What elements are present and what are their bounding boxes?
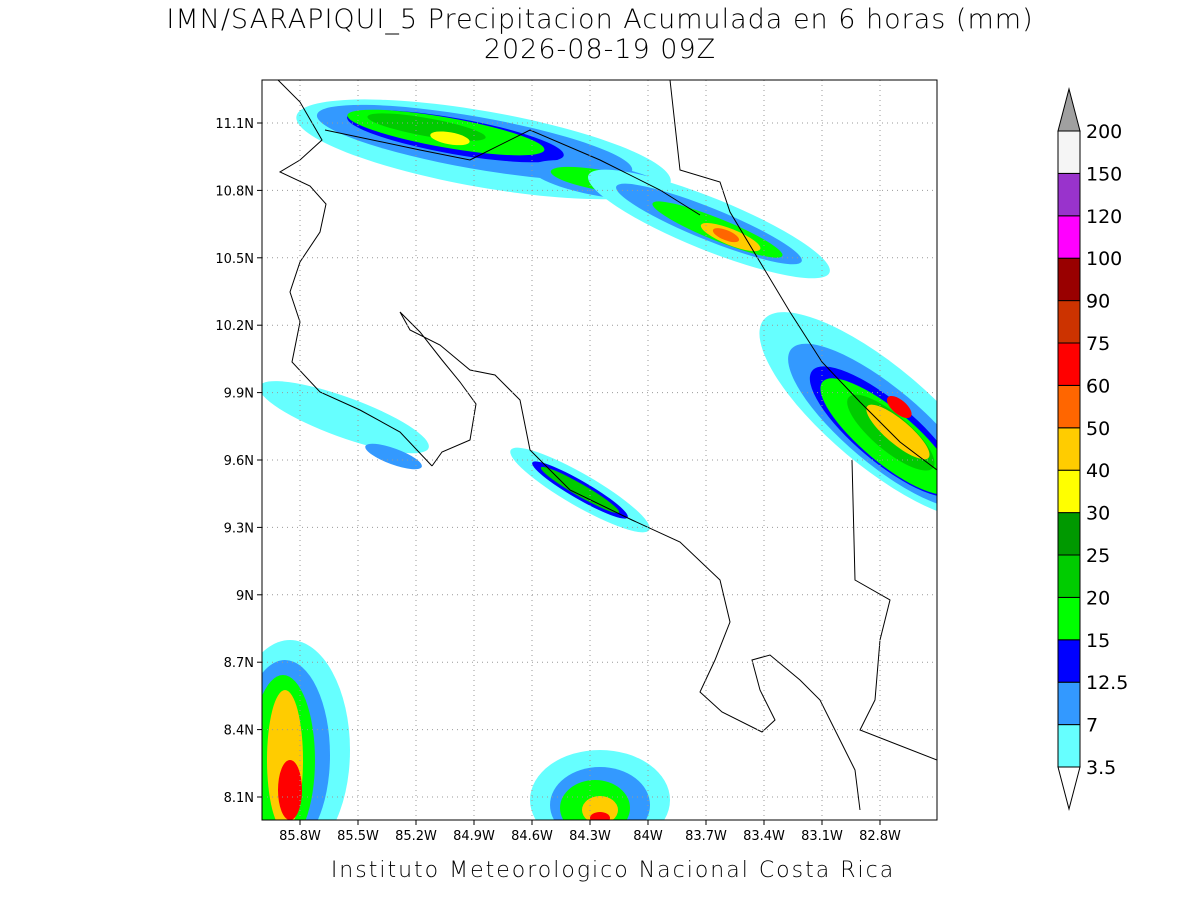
graticule [257,80,937,825]
colorbar-segment [1057,257,1081,302]
colorbar-segment [1057,130,1081,174]
colorbar-segment [1057,512,1081,556]
colorbar-label: 150 [1086,163,1122,185]
x-tick-label: 83.4W [743,829,785,844]
colorbar-segment [1057,554,1081,598]
map-frame [261,79,938,821]
x-tick-label: 85.5W [337,829,379,844]
map-title: IMN/SARAPIQUI_5 Precipitacion Acumulada … [166,4,1033,35]
colorbar-segment [1057,639,1081,683]
colorbar-segment [1057,300,1081,344]
x-tick-label: 85.2W [395,829,437,844]
x-tick-label: 82.8W [859,829,901,844]
colorbar-label: 200 [1086,121,1122,143]
y-tick-label: 8.1N [224,791,254,806]
colorbar: 3.5 7 12.5 15 20 25 30 40 50 60 75 90 100 120 150 200 [1057,87,1128,811]
colorbar-end [1057,766,1081,811]
colorbar-label: 120 [1086,206,1122,228]
y-tick-label: 10.5N [215,252,254,267]
x-tick-label: 84.6W [511,829,553,844]
x-tick-label: 83.7W [685,829,727,844]
colorbar-segment [1057,172,1081,217]
colorbar-label: 100 [1086,248,1122,270]
y-tick-label: 8.7N [224,656,254,671]
y-tick-label: 10.2N [215,319,254,334]
x-tick-label: 84.3W [569,829,611,844]
colorbar-segment [1057,427,1081,471]
colorbar-segment [1057,596,1081,641]
colorbar-segment [1057,384,1081,429]
x-tick-label: 83.1W [801,829,843,844]
y-tick-label: 9N [236,589,254,604]
colorbar-label: 60 [1086,375,1110,397]
colorbar-segment [1057,342,1081,386]
colorbar-end [1057,87,1081,132]
colorbar-label: 75 [1086,333,1110,355]
colorbar-label: 3.5 [1086,757,1116,779]
y-tick-label: 11.1N [215,117,254,132]
colorbar-label: 20 [1086,587,1110,609]
colorbar-segment [1057,724,1081,768]
y-tick-label: 9.9N [224,387,254,402]
colorbar-label: 50 [1086,418,1110,440]
x-tick-label: 84W [633,829,663,844]
precip-field [262,80,937,820]
x-tick-label: 85.8W [279,829,321,844]
colorbar-label: 15 [1086,630,1110,652]
y-tick-label: 9.6N [224,454,254,469]
colorbar-label: 30 [1086,503,1110,525]
y-tick-label: 8.4N [224,724,254,739]
colorbar-label: 7 [1086,715,1098,737]
colorbar-label: 40 [1086,460,1110,482]
colorbar-segment [1057,215,1081,259]
colorbar-segment [1057,469,1081,514]
y-tick-label: 10.8N [215,184,254,199]
x-tick-label: 84.9W [453,829,495,844]
y-tick-label: 9.3N [224,521,254,536]
colorbar-label: 12.5 [1086,672,1128,694]
footer: Instituto Meteorologico Nacional Costa R… [331,858,895,883]
colorbar-segment [1057,681,1081,726]
colorbar-label: 25 [1086,545,1110,567]
colorbar-label: 90 [1086,291,1110,313]
map-subtitle: 2026-08-19 09Z [484,34,716,65]
